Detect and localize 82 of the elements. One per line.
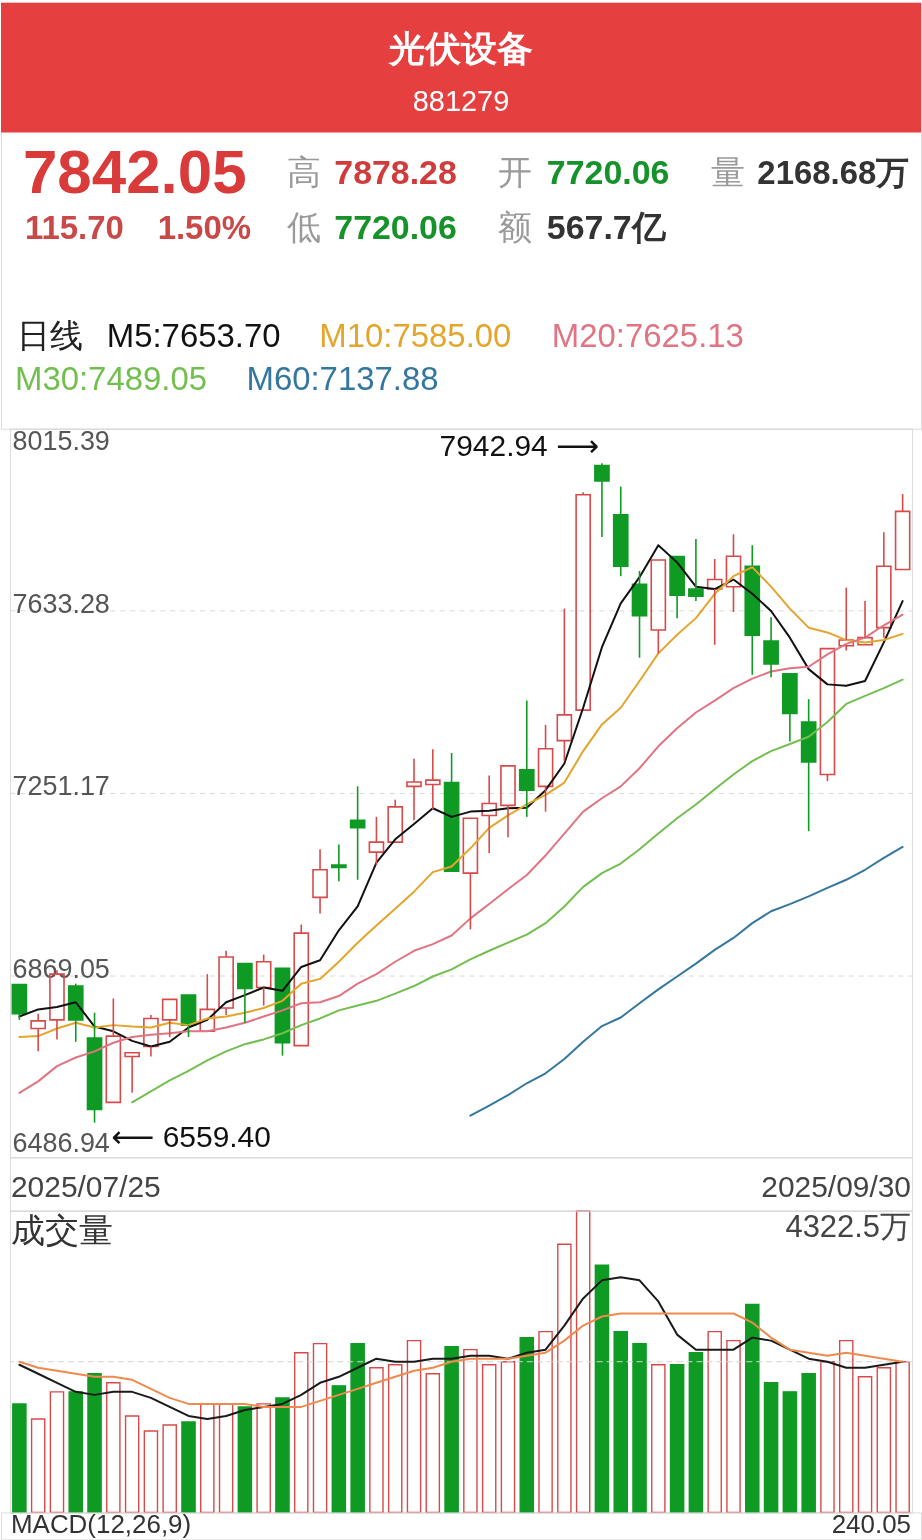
annotation: 4322.5万 [785,1208,912,1244]
bar [857,1376,873,1514]
bar [275,1397,290,1514]
bar [876,1367,892,1514]
bar [726,1339,741,1514]
bar [87,1373,102,1514]
bar [293,1351,309,1514]
annotation: 7942.94 ⟶ [439,429,599,463]
text: 低 [287,208,322,247]
bar [49,1391,65,1514]
annotation: 240.05 [831,1510,912,1539]
text: 7720.06 [546,153,670,192]
text: 额 [497,208,532,247]
bar [707,1330,722,1514]
bar [538,1330,553,1514]
y-tick-label: 8015.39 [12,426,110,457]
text: M20:7625.13 [551,316,744,354]
bar [200,1403,215,1514]
text: M5:7653.70 [106,316,281,354]
text: 2025/07/25 [10,1170,161,1204]
bar [256,1403,271,1514]
text: MACD(12,26,9) [10,1510,192,1539]
y-tick-label: 6486.94 [12,1127,110,1158]
bar [782,1391,798,1514]
bar [312,1342,328,1514]
bar [350,1342,365,1514]
bar [801,1373,816,1514]
bar [237,1406,253,1514]
text: 7720.06 [334,208,457,247]
bar [68,1391,84,1514]
text: 567.7亿 [546,208,667,247]
bar [218,1403,234,1514]
text: 7842.05 [22,137,247,207]
bar [181,1421,196,1514]
bar [500,1361,516,1514]
text: 2025/09/30 [761,1170,912,1204]
bar [651,1364,666,1514]
bar [820,1361,835,1514]
text: 115.70 [24,209,124,247]
bar [406,1339,422,1514]
text: 开 [497,153,532,192]
bar [895,1361,910,1514]
bar [387,1364,403,1514]
y-tick-label: 7251.17 [12,771,110,802]
bar [162,1424,177,1514]
text: M10:7585.00 [319,316,512,354]
bar [30,1418,46,1514]
legend-title: 日线 [16,316,83,354]
annotation: ⟵ 6559.40 [111,1119,271,1153]
bar [594,1264,610,1514]
text: 2168.68万 [757,154,910,192]
bar [463,1348,478,1514]
bar [143,1430,159,1514]
y-tick-label: 7633.28 [12,589,110,620]
bar [425,1373,441,1514]
bar [763,1382,779,1514]
bar [331,1385,347,1514]
bar [519,1336,535,1514]
bar [557,1243,572,1514]
text: 7878.28 [334,153,457,192]
text: M30:7489.05 [14,359,208,397]
y-tick-label: 6869.05 [12,953,110,984]
bar [838,1339,854,1514]
bar [575,1210,591,1514]
chart-title: 成交量 [10,1210,113,1249]
text: 1.50% [157,209,251,247]
bar [124,1415,140,1514]
bar [369,1367,384,1514]
text: M60:7137.88 [246,359,439,397]
bar [106,1382,121,1514]
bar [632,1342,647,1514]
bar [669,1364,685,1514]
text: 881279 [412,85,510,118]
text: 高 [287,153,322,192]
bar [688,1351,704,1514]
bar [481,1364,497,1514]
bar [613,1330,629,1514]
text: 光伏设备 [387,27,533,69]
text: 量 [711,153,746,192]
bar [444,1345,459,1514]
bar [12,1403,27,1514]
bar [745,1303,760,1514]
